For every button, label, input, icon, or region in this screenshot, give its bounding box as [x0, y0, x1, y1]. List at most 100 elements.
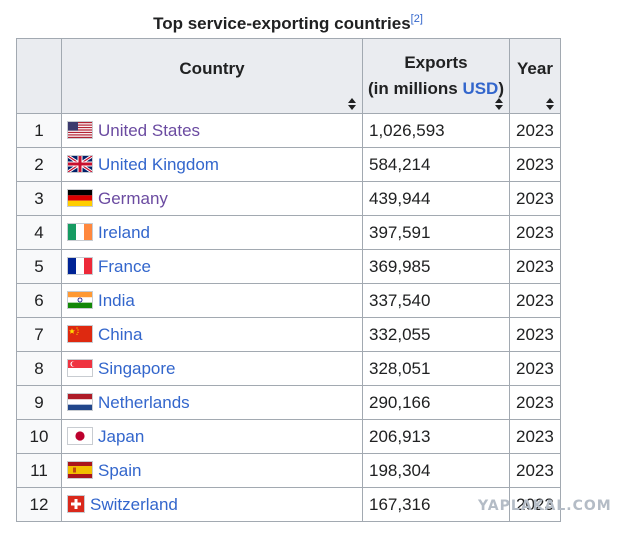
- year-cell: 2023: [509, 385, 561, 420]
- table-row: 10 Japan 206,913 2023: [16, 419, 561, 454]
- exports-cell: 206,913: [362, 419, 510, 454]
- table-row: 3 Germany 439,944 2023: [16, 181, 561, 216]
- country-link[interactable]: France: [98, 256, 151, 276]
- year-cell: 2023: [509, 113, 561, 148]
- exports-cell: 397,591: [362, 215, 510, 250]
- country-link[interactable]: United States: [98, 120, 201, 140]
- us-flag-icon: [68, 121, 92, 138]
- spain-flag-icon: [68, 461, 92, 478]
- country-link[interactable]: Switzerland: [90, 494, 178, 514]
- exports-header-label: Exports (in millions USD): [367, 53, 505, 98]
- netherlands-flag-icon: [68, 393, 92, 410]
- country-cell: Switzerland: [61, 487, 363, 522]
- rank-cell: 3: [16, 181, 62, 216]
- country-cell: China: [61, 317, 363, 352]
- country-cell: United States: [61, 113, 363, 148]
- switzerland-flag-icon: [68, 495, 84, 512]
- rank-cell: 8: [16, 351, 62, 386]
- caption-title: Top service-exporting countries: [153, 14, 411, 33]
- country-cell: Japan: [61, 419, 363, 454]
- sort-icon[interactable]: [495, 98, 503, 110]
- country-header[interactable]: Country: [61, 38, 363, 114]
- year-cell: 2023: [509, 453, 561, 488]
- year-header[interactable]: Year: [509, 38, 561, 114]
- country-cell: Germany: [61, 181, 363, 216]
- rank-cell: 5: [16, 249, 62, 284]
- country-cell: Singapore: [61, 351, 363, 386]
- country-cell: France: [61, 249, 363, 284]
- year-cell: 2023: [509, 317, 561, 352]
- rank-cell: 12: [16, 487, 62, 522]
- exports-cell: 369,985: [362, 249, 510, 284]
- watermark: YAPLAKAL.COM: [478, 498, 612, 514]
- exports-cell: 198,304: [362, 453, 510, 488]
- country-cell: Spain: [61, 453, 363, 488]
- usd-link[interactable]: USD: [462, 79, 499, 98]
- rank-cell: 9: [16, 385, 62, 420]
- india-flag-icon: [68, 291, 92, 308]
- table-row: 7 China 332,055 2023: [16, 317, 561, 352]
- exports-cell: 337,540: [362, 283, 510, 318]
- year-cell: 2023: [509, 351, 561, 386]
- year-cell: 2023: [509, 487, 561, 522]
- table-row: 1 United States 1,026,593 2023: [16, 113, 561, 148]
- ireland-flag-icon: [68, 223, 92, 240]
- year-cell: 2023: [509, 181, 561, 216]
- table-row: 2 United Kingdom 584,214 2023: [16, 147, 561, 182]
- china-flag-icon: [68, 325, 92, 342]
- exports-cell: 1,026,593: [362, 113, 510, 148]
- rank-cell: 1: [16, 113, 62, 148]
- country-link[interactable]: Singapore: [98, 358, 176, 378]
- year-cell: 2023: [509, 283, 561, 318]
- sort-icon[interactable]: [348, 98, 356, 110]
- table-row: 11 Spain 198,304 2023: [16, 453, 561, 488]
- exports-cell: 332,055: [362, 317, 510, 352]
- rank-cell: 11: [16, 453, 62, 488]
- country-link[interactable]: Japan: [98, 426, 145, 446]
- country-link[interactable]: India: [98, 290, 135, 310]
- reference-link[interactable]: [2]: [410, 13, 423, 25]
- rank-cell: 7: [16, 317, 62, 352]
- country-link[interactable]: China: [98, 324, 143, 344]
- rank-cell: 2: [16, 147, 62, 182]
- year-cell: 2023: [509, 147, 561, 182]
- table-caption: Top service-exporting countries[2]: [0, 13, 576, 34]
- exports-cell: 328,051: [362, 351, 510, 386]
- table-row: 5 France 369,985 2023: [16, 249, 561, 284]
- country-header-label: Country: [179, 59, 245, 78]
- japan-flag-icon: [68, 427, 92, 444]
- table-row: 6 India 337,540 2023: [16, 283, 561, 318]
- country-link[interactable]: Spain: [98, 460, 142, 480]
- exports-cell: 439,944: [362, 181, 510, 216]
- year-header-label: Year: [517, 59, 553, 78]
- table-row: 12 Switzerland 167,316 2023: [16, 487, 561, 522]
- country-cell: India: [61, 283, 363, 318]
- header-row: Country Exports (in millions USD) Year: [16, 38, 561, 114]
- sort-icon[interactable]: [546, 98, 554, 110]
- year-cell: 2023: [509, 419, 561, 454]
- country-cell: Netherlands: [61, 385, 363, 420]
- singapore-flag-icon: [68, 359, 92, 376]
- country-link[interactable]: Netherlands: [98, 392, 190, 412]
- table-row: 8 Singapore 328,051 2023: [16, 351, 561, 386]
- uk-flag-icon: [68, 155, 92, 172]
- service-exports-table: Country Exports (in millions USD) Year 1 U…: [16, 38, 561, 522]
- country-link[interactable]: Germany: [98, 188, 168, 208]
- exports-cell: 290,166: [362, 385, 510, 420]
- france-flag-icon: [68, 257, 92, 274]
- rank-cell: 4: [16, 215, 62, 250]
- germany-flag-icon: [68, 189, 92, 206]
- table-row: 9 Netherlands 290,166 2023: [16, 385, 561, 420]
- table-row: 4 Ireland 397,591 2023: [16, 215, 561, 250]
- country-cell: United Kingdom: [61, 147, 363, 182]
- country-link[interactable]: Ireland: [98, 222, 150, 242]
- exports-header[interactable]: Exports (in millions USD): [362, 38, 510, 114]
- rank-header: [16, 38, 62, 114]
- country-cell: Ireland: [61, 215, 363, 250]
- rank-cell: 10: [16, 419, 62, 454]
- year-cell: 2023: [509, 215, 561, 250]
- year-cell: 2023: [509, 249, 561, 284]
- exports-cell: 167,316: [362, 487, 510, 522]
- country-link[interactable]: United Kingdom: [98, 154, 219, 174]
- rank-cell: 6: [16, 283, 62, 318]
